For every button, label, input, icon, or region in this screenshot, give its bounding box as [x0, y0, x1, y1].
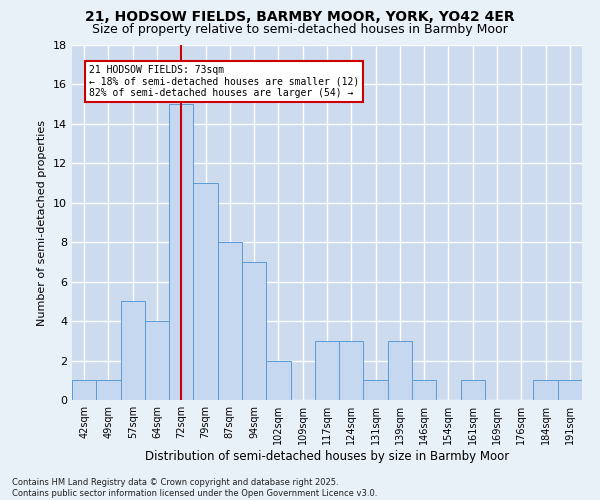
- Bar: [169, 104, 193, 400]
- Bar: [145, 321, 169, 400]
- Bar: [315, 341, 339, 400]
- Bar: [266, 360, 290, 400]
- Bar: [533, 380, 558, 400]
- Bar: [121, 302, 145, 400]
- Bar: [218, 242, 242, 400]
- Bar: [364, 380, 388, 400]
- Text: Contains HM Land Registry data © Crown copyright and database right 2025.
Contai: Contains HM Land Registry data © Crown c…: [12, 478, 377, 498]
- X-axis label: Distribution of semi-detached houses by size in Barmby Moor: Distribution of semi-detached houses by …: [145, 450, 509, 462]
- Bar: [72, 380, 96, 400]
- Bar: [388, 341, 412, 400]
- Text: Size of property relative to semi-detached houses in Barmby Moor: Size of property relative to semi-detach…: [92, 22, 508, 36]
- Y-axis label: Number of semi-detached properties: Number of semi-detached properties: [37, 120, 47, 326]
- Bar: [242, 262, 266, 400]
- Text: 21, HODSOW FIELDS, BARMBY MOOR, YORK, YO42 4ER: 21, HODSOW FIELDS, BARMBY MOOR, YORK, YO…: [85, 10, 515, 24]
- Text: 21 HODSOW FIELDS: 73sqm
← 18% of semi-detached houses are smaller (12)
82% of se: 21 HODSOW FIELDS: 73sqm ← 18% of semi-de…: [89, 64, 359, 98]
- Bar: [193, 183, 218, 400]
- Bar: [461, 380, 485, 400]
- Bar: [96, 380, 121, 400]
- Bar: [412, 380, 436, 400]
- Bar: [339, 341, 364, 400]
- Bar: [558, 380, 582, 400]
